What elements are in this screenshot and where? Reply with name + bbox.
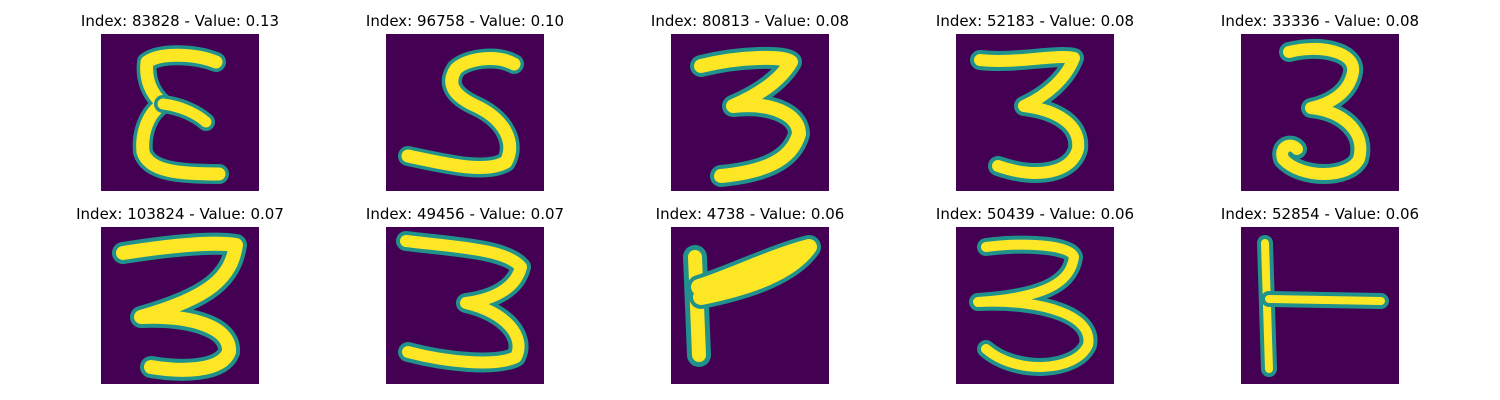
digit-image xyxy=(386,34,544,191)
digit-image xyxy=(956,34,1114,191)
panel-title: Index: 4738 - Value: 0.06 xyxy=(655,205,845,223)
panel-title: Index: 52183 - Value: 0.08 xyxy=(935,12,1135,30)
digit-image xyxy=(671,227,829,384)
panel-title: Index: 50439 - Value: 0.06 xyxy=(935,205,1135,223)
panel-title: Index: 80813 - Value: 0.08 xyxy=(650,12,850,30)
panel-title: Index: 52854 - Value: 0.06 xyxy=(1220,205,1420,223)
panel-title: Index: 49456 - Value: 0.07 xyxy=(365,205,565,223)
digit-image xyxy=(1241,34,1399,191)
digit-image xyxy=(956,227,1114,384)
panel-title: Index: 103824 - Value: 0.07 xyxy=(76,205,284,223)
panel-title: Index: 83828 - Value: 0.13 xyxy=(80,12,280,30)
digit-image xyxy=(671,34,829,191)
panel-title: Index: 33336 - Value: 0.08 xyxy=(1220,12,1420,30)
panel-title: Index: 96758 - Value: 0.10 xyxy=(365,12,565,30)
digit-image xyxy=(101,34,259,191)
digit-image xyxy=(386,227,544,384)
digit-image xyxy=(1241,227,1399,384)
digit-image xyxy=(101,227,259,384)
